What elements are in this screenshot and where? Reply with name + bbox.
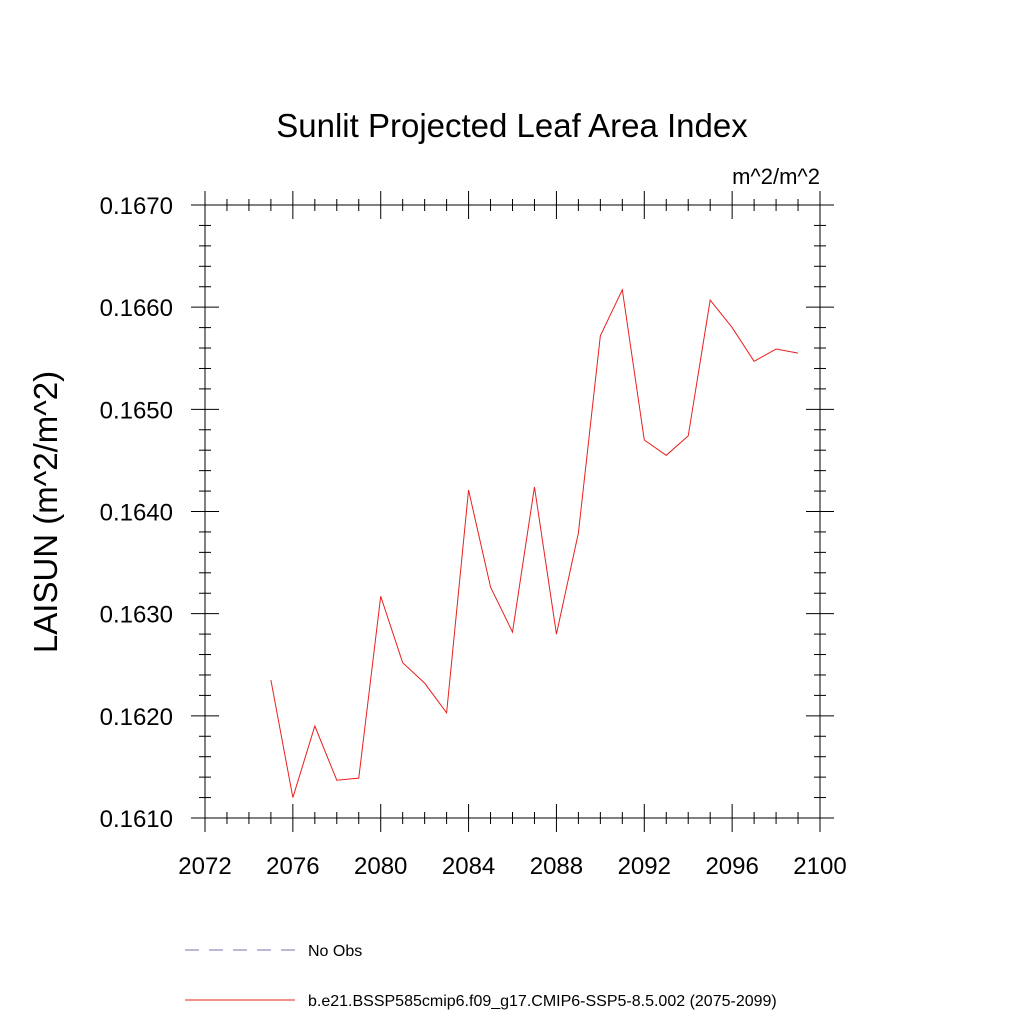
y-tick-label: 0.1630 [100,602,173,629]
x-axis-ticks: 2072 2076 2080 2084 2088 2092 2096 2100 [178,191,847,880]
y-tick-label: 0.1610 [100,806,173,833]
legend-label: No Obs [308,943,362,960]
x-tick-label: 2072 [178,853,231,880]
legend: No Obs b.e21.BSSP585cmip6.f09_g17.CMIP6-S… [185,943,777,1010]
y-axis-ticks: 0.1610 0.1620 0.1630 0.1640 0.1650 0.1660 0.16… [100,193,834,833]
x-tick-label: 2100 [793,853,846,880]
series-line [270,288,799,798]
y-axis-label: LAISUN (m^2/m^2) [27,371,64,653]
x-tick-label: 2080 [354,853,407,880]
units-label: m^2/m^2 [732,164,820,189]
series-layer [270,288,799,798]
legend-label: b.e21.BSSP585cmip6.f09_g17.CMIP6-SSP5-8.… [308,993,777,1010]
y-tick-label: 0.1660 [100,295,173,322]
chart-title: Sunlit Projected Leaf Area Index [276,107,748,144]
plot-frame [204,204,821,819]
y-tick-label: 0.1640 [100,500,173,527]
x-tick-label: 2076 [266,853,319,880]
plot-border [204,204,821,819]
x-tick-label: 2092 [618,853,671,880]
x-tick-label: 2096 [705,853,758,880]
y-tick-label: 0.1670 [100,193,173,220]
y-tick-label: 0.1620 [100,704,173,731]
y-tick-label: 0.1650 [100,397,173,424]
x-tick-label: 2084 [442,853,495,880]
x-tick-label: 2088 [530,853,583,880]
